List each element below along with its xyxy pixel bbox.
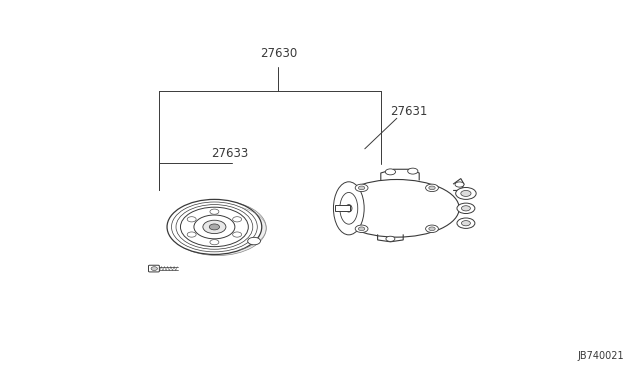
Circle shape: [461, 206, 470, 211]
Circle shape: [233, 232, 242, 237]
Circle shape: [429, 227, 435, 231]
Circle shape: [151, 267, 157, 270]
Circle shape: [456, 187, 476, 199]
Ellipse shape: [333, 182, 364, 235]
Circle shape: [461, 190, 471, 196]
Circle shape: [426, 184, 438, 192]
Text: 27631: 27631: [390, 105, 428, 118]
Text: JB740021: JB740021: [577, 351, 624, 361]
Circle shape: [385, 169, 396, 175]
Ellipse shape: [346, 205, 352, 212]
Text: 27630: 27630: [260, 46, 297, 60]
FancyBboxPatch shape: [148, 265, 159, 272]
Circle shape: [429, 186, 435, 190]
Circle shape: [386, 236, 395, 241]
Circle shape: [187, 217, 196, 222]
Text: 27633: 27633: [211, 147, 248, 160]
Circle shape: [203, 220, 226, 234]
Ellipse shape: [169, 201, 266, 256]
Polygon shape: [335, 205, 350, 211]
Circle shape: [210, 240, 219, 245]
Circle shape: [187, 232, 196, 237]
Circle shape: [358, 186, 365, 190]
Ellipse shape: [334, 179, 460, 237]
Circle shape: [455, 182, 464, 187]
Circle shape: [194, 215, 235, 239]
Circle shape: [210, 209, 219, 214]
Circle shape: [457, 203, 475, 214]
Circle shape: [167, 199, 262, 254]
Circle shape: [355, 225, 368, 232]
Circle shape: [355, 184, 368, 192]
Circle shape: [457, 218, 475, 228]
Ellipse shape: [340, 192, 358, 224]
Circle shape: [233, 217, 242, 222]
Circle shape: [248, 237, 260, 245]
Circle shape: [461, 221, 470, 226]
Circle shape: [426, 225, 438, 232]
Circle shape: [358, 227, 365, 231]
Circle shape: [209, 224, 220, 230]
Circle shape: [408, 168, 418, 174]
Circle shape: [180, 207, 248, 247]
